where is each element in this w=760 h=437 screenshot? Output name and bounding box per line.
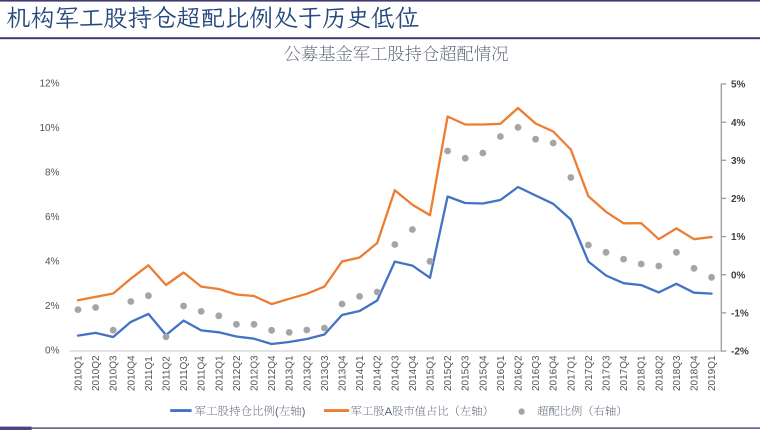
svg-text:2013Q3: 2013Q3 [320, 355, 331, 391]
svg-text:2015Q4: 2015Q4 [478, 355, 489, 391]
svg-text:2015Q2: 2015Q2 [443, 355, 454, 391]
svg-text:2011Q1: 2011Q1 [144, 356, 155, 391]
svg-text:2015Q1: 2015Q1 [426, 355, 437, 391]
svg-text:2015Q3: 2015Q3 [461, 355, 472, 391]
svg-text:2017Q3: 2017Q3 [602, 355, 613, 391]
svg-text:2013Q2: 2013Q2 [302, 355, 313, 391]
svg-text:2010Q3: 2010Q3 [109, 355, 120, 391]
svg-text:2%: 2% [45, 301, 60, 312]
svg-text:2018Q2: 2018Q2 [654, 355, 665, 391]
svg-text:4%: 4% [731, 118, 746, 129]
svg-text:2011Q4: 2011Q4 [197, 356, 208, 391]
svg-text:4%: 4% [45, 256, 60, 267]
svg-text:2014Q3: 2014Q3 [390, 355, 401, 391]
svg-text:10%: 10% [39, 123, 59, 134]
svg-text:3%: 3% [731, 156, 746, 167]
svg-text:2011Q2: 2011Q2 [162, 356, 173, 391]
svg-text:2017Q1: 2017Q1 [566, 355, 577, 391]
svg-text:5%: 5% [731, 80, 746, 91]
svg-text:): ) [302, 406, 306, 418]
svg-text:2010Q1: 2010Q1 [74, 355, 85, 391]
svg-text:8%: 8% [45, 167, 60, 178]
svg-text:2014Q2: 2014Q2 [373, 355, 384, 391]
svg-text:2013Q4: 2013Q4 [338, 355, 349, 391]
svg-text:2012Q4: 2012Q4 [267, 355, 278, 391]
svg-text:2016Q1: 2016Q1 [496, 355, 507, 391]
svg-text:2011Q3: 2011Q3 [179, 356, 190, 391]
svg-text:0%: 0% [45, 345, 60, 356]
svg-text:2012Q3: 2012Q3 [250, 355, 261, 391]
svg-text:2%: 2% [731, 194, 746, 205]
svg-text:2017Q4: 2017Q4 [619, 355, 630, 391]
svg-text:2019Q1: 2019Q1 [707, 355, 718, 391]
svg-text:2012Q2: 2012Q2 [232, 355, 243, 391]
svg-text:2010Q2: 2010Q2 [91, 355, 102, 391]
svg-text:2012Q1: 2012Q1 [214, 355, 225, 391]
svg-text:2016Q3: 2016Q3 [531, 355, 542, 391]
svg-text:2018Q1: 2018Q1 [637, 355, 648, 391]
svg-text:6%: 6% [45, 212, 60, 223]
svg-text:12%: 12% [39, 78, 59, 89]
svg-text:2014Q1: 2014Q1 [355, 355, 366, 391]
svg-text:A: A [385, 406, 393, 418]
svg-text:2014Q4: 2014Q4 [408, 355, 419, 391]
svg-text:-2%: -2% [731, 347, 749, 358]
svg-text:2016Q4: 2016Q4 [549, 355, 560, 391]
svg-text:2010Q4: 2010Q4 [126, 355, 137, 391]
svg-text:2017Q2: 2017Q2 [584, 355, 595, 391]
svg-text:0%: 0% [731, 270, 746, 281]
svg-text:2016Q2: 2016Q2 [514, 355, 525, 391]
svg-text:1%: 1% [731, 232, 746, 243]
svg-text:2018Q3: 2018Q3 [672, 355, 683, 391]
svg-text:(: ( [275, 406, 279, 418]
svg-text:2013Q1: 2013Q1 [285, 355, 296, 391]
svg-text:2018Q4: 2018Q4 [690, 355, 701, 391]
svg-text:-1%: -1% [731, 309, 749, 320]
